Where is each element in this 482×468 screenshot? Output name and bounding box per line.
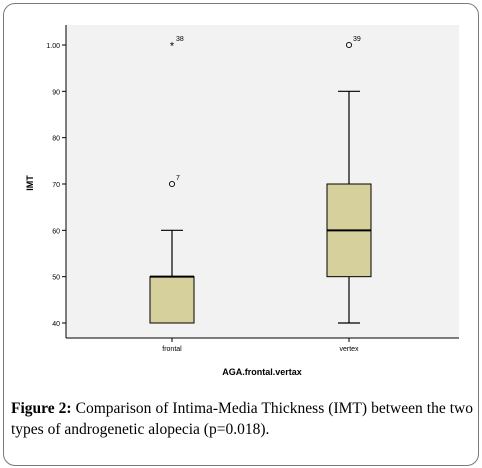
x-axis-label: AGA.frontal.vertax	[222, 367, 302, 377]
x-tick-label: frontal	[162, 346, 182, 353]
outlier-point	[168, 180, 176, 188]
boxes: 7 *38 39	[149, 36, 372, 324]
y-tick-label: 70	[52, 182, 60, 189]
figure-caption: Figure 2: Comparison of Intima-Media Thi…	[11, 398, 473, 440]
caption-text: Comparison of Intima-Media Thickness (IM…	[11, 400, 473, 438]
x-tick-label: vertex	[339, 346, 359, 353]
box-frontal: 7 *38	[149, 36, 195, 324]
y-tick-label: 60	[52, 228, 60, 235]
y-tick-label: 50	[52, 275, 60, 282]
axes: 40 50 60 70 80 90 1.00 frontal vertex	[46, 25, 459, 353]
caption-label: Figure 2:	[11, 400, 72, 417]
y-tick-label: 80	[52, 136, 60, 143]
y-tick-label: 1.00	[46, 43, 60, 50]
outlier-label: 7	[176, 175, 180, 182]
y-tick-label: 40	[52, 321, 60, 328]
outlier-label: 39	[353, 36, 361, 43]
extreme-point: *	[170, 41, 175, 53]
extreme-label: 38	[176, 36, 184, 43]
plot-area	[66, 25, 459, 338]
box-vertex: 39	[326, 36, 372, 324]
y-tick-label: 90	[52, 89, 60, 96]
box-rect	[149, 276, 195, 324]
y-axis-label: IMT	[25, 175, 35, 191]
outlier-point	[345, 41, 353, 49]
